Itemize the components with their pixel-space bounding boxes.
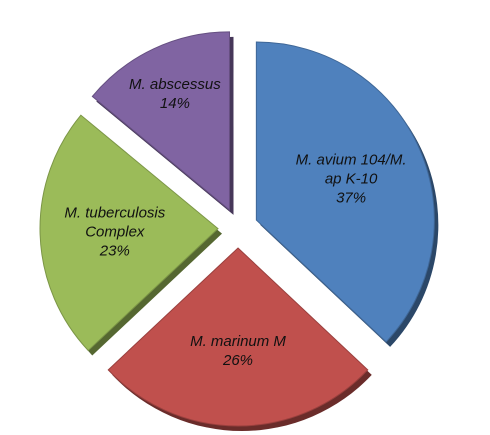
value-label: 14% — [159, 94, 190, 112]
value-label: 26% — [222, 352, 254, 370]
category-label: M. avium 104/M. ap K-10 — [295, 151, 407, 188]
category-label: M. tuberculosis Complex — [64, 204, 166, 241]
category-label: M. abscessus — [129, 75, 221, 93]
slice — [39, 114, 219, 352]
value-label: 37% — [336, 189, 367, 207]
slice — [91, 31, 230, 211]
slice-label: M. marinum M 26% — [173, 332, 303, 370]
slice-label: M. abscessus 14% — [110, 75, 240, 113]
slice-label: M. avium 104/M. ap K-10 37% — [286, 151, 416, 208]
slice-label: M. tuberculosis Complex 23% — [50, 203, 180, 260]
slice — [255, 41, 435, 343]
category-label: M. marinum M — [190, 333, 286, 351]
value-label: 23% — [99, 242, 130, 260]
slice — [107, 247, 369, 427]
